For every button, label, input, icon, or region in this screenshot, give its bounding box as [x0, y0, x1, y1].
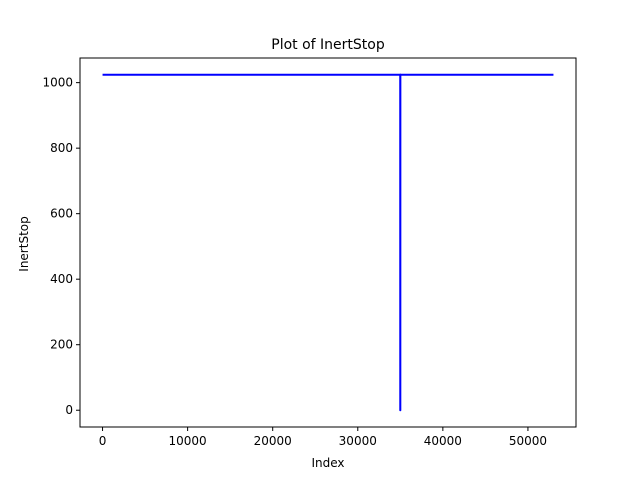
x-tick-label: 50000 [509, 434, 547, 448]
y-tick-label: 600 [50, 207, 73, 221]
x-tick-label: 30000 [339, 434, 377, 448]
plot-frame [79, 57, 577, 428]
y-tick-label: 200 [50, 338, 73, 352]
y-axis-label: InertStop [17, 216, 31, 271]
chart-title: Plot of InertStop [271, 37, 385, 53]
x-tick-label: 40000 [424, 434, 462, 448]
series-line-0 [102, 73, 554, 412]
x-axis: 0 10000 20000 30000 40000 50000 [99, 427, 547, 448]
x-tick-label: 10000 [169, 434, 207, 448]
y-tick-label: 800 [50, 141, 73, 155]
x-tick-label: 0 [99, 434, 107, 448]
y-tick-label: 400 [50, 272, 73, 286]
y-tick-label: 0 [65, 403, 73, 417]
x-tick-label: 20000 [254, 434, 292, 448]
y-axis: 0 200 400 600 800 1000 [42, 76, 80, 417]
x-axis-label: Index [311, 456, 344, 470]
y-tick-label: 1000 [42, 76, 73, 90]
plot-area [79, 57, 577, 428]
